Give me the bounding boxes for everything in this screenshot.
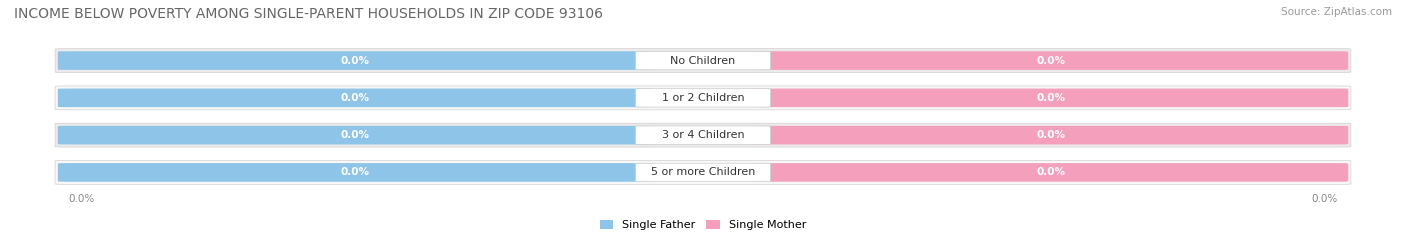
FancyBboxPatch shape — [754, 51, 1348, 70]
Text: 0.0%: 0.0% — [340, 168, 370, 177]
Text: 5 or more Children: 5 or more Children — [651, 168, 755, 177]
Legend: Single Father, Single Mother: Single Father, Single Mother — [600, 220, 806, 230]
FancyBboxPatch shape — [58, 126, 652, 144]
Text: 1 or 2 Children: 1 or 2 Children — [662, 93, 744, 103]
Text: No Children: No Children — [671, 56, 735, 65]
Text: 0.0%: 0.0% — [340, 93, 370, 103]
Text: 0.0%: 0.0% — [340, 56, 370, 65]
FancyBboxPatch shape — [636, 126, 770, 144]
FancyBboxPatch shape — [55, 49, 1351, 72]
FancyBboxPatch shape — [58, 51, 652, 70]
FancyBboxPatch shape — [58, 163, 652, 182]
FancyBboxPatch shape — [55, 161, 1351, 184]
FancyBboxPatch shape — [636, 51, 770, 70]
FancyBboxPatch shape — [754, 126, 1348, 144]
Text: 0.0%: 0.0% — [1036, 56, 1066, 65]
Text: INCOME BELOW POVERTY AMONG SINGLE-PARENT HOUSEHOLDS IN ZIP CODE 93106: INCOME BELOW POVERTY AMONG SINGLE-PARENT… — [14, 7, 603, 21]
Text: 0.0%: 0.0% — [69, 194, 94, 204]
FancyBboxPatch shape — [754, 89, 1348, 107]
FancyBboxPatch shape — [58, 89, 652, 107]
Text: 0.0%: 0.0% — [1036, 130, 1066, 140]
FancyBboxPatch shape — [55, 123, 1351, 147]
Text: 0.0%: 0.0% — [1036, 93, 1066, 103]
Text: 0.0%: 0.0% — [1312, 194, 1337, 204]
FancyBboxPatch shape — [636, 163, 770, 182]
FancyBboxPatch shape — [55, 86, 1351, 110]
Text: 3 or 4 Children: 3 or 4 Children — [662, 130, 744, 140]
FancyBboxPatch shape — [754, 163, 1348, 182]
FancyBboxPatch shape — [636, 89, 770, 107]
Text: Source: ZipAtlas.com: Source: ZipAtlas.com — [1281, 7, 1392, 17]
Text: 0.0%: 0.0% — [1036, 168, 1066, 177]
Text: 0.0%: 0.0% — [340, 130, 370, 140]
